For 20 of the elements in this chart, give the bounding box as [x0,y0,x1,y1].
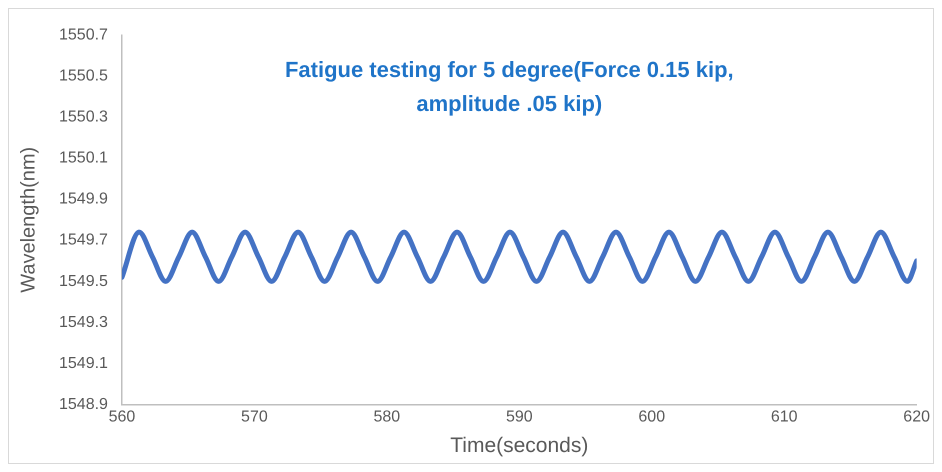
y-tick-label: 1550.7 [59,26,108,44]
x-tick-label: 580 [373,408,400,426]
y-tick-label: 1549.7 [59,232,108,249]
y-tick-label: 1549.3 [59,314,108,331]
x-axis-title: Time(seconds) [450,434,588,458]
x-tick-label: 570 [241,408,268,426]
y-axis-title: Wavelength(nm) [18,146,40,293]
text: Fatigue testing for 5 degree(Force 0.15 kip, amplitude .05 kip) [284,57,734,116]
y-tick-label: 1549.9 [59,190,108,208]
x-tick-label: 590 [506,408,533,426]
x-tick-label: 560 [108,408,136,426]
y-tick-label: 1549.5 [59,272,108,290]
x-tick-label: 600 [638,408,666,426]
y-tick-label: 1548.9 [59,396,108,414]
y-tick-label: 1549.1 [59,354,108,372]
y-tick-label: 1550.1 [59,150,108,167]
y-tick-label: 1550.3 [59,108,108,126]
x-tick-label: 610 [770,408,798,426]
x-tick-label: 620 [903,408,930,426]
y-tick-label: 1550.5 [59,67,108,84]
